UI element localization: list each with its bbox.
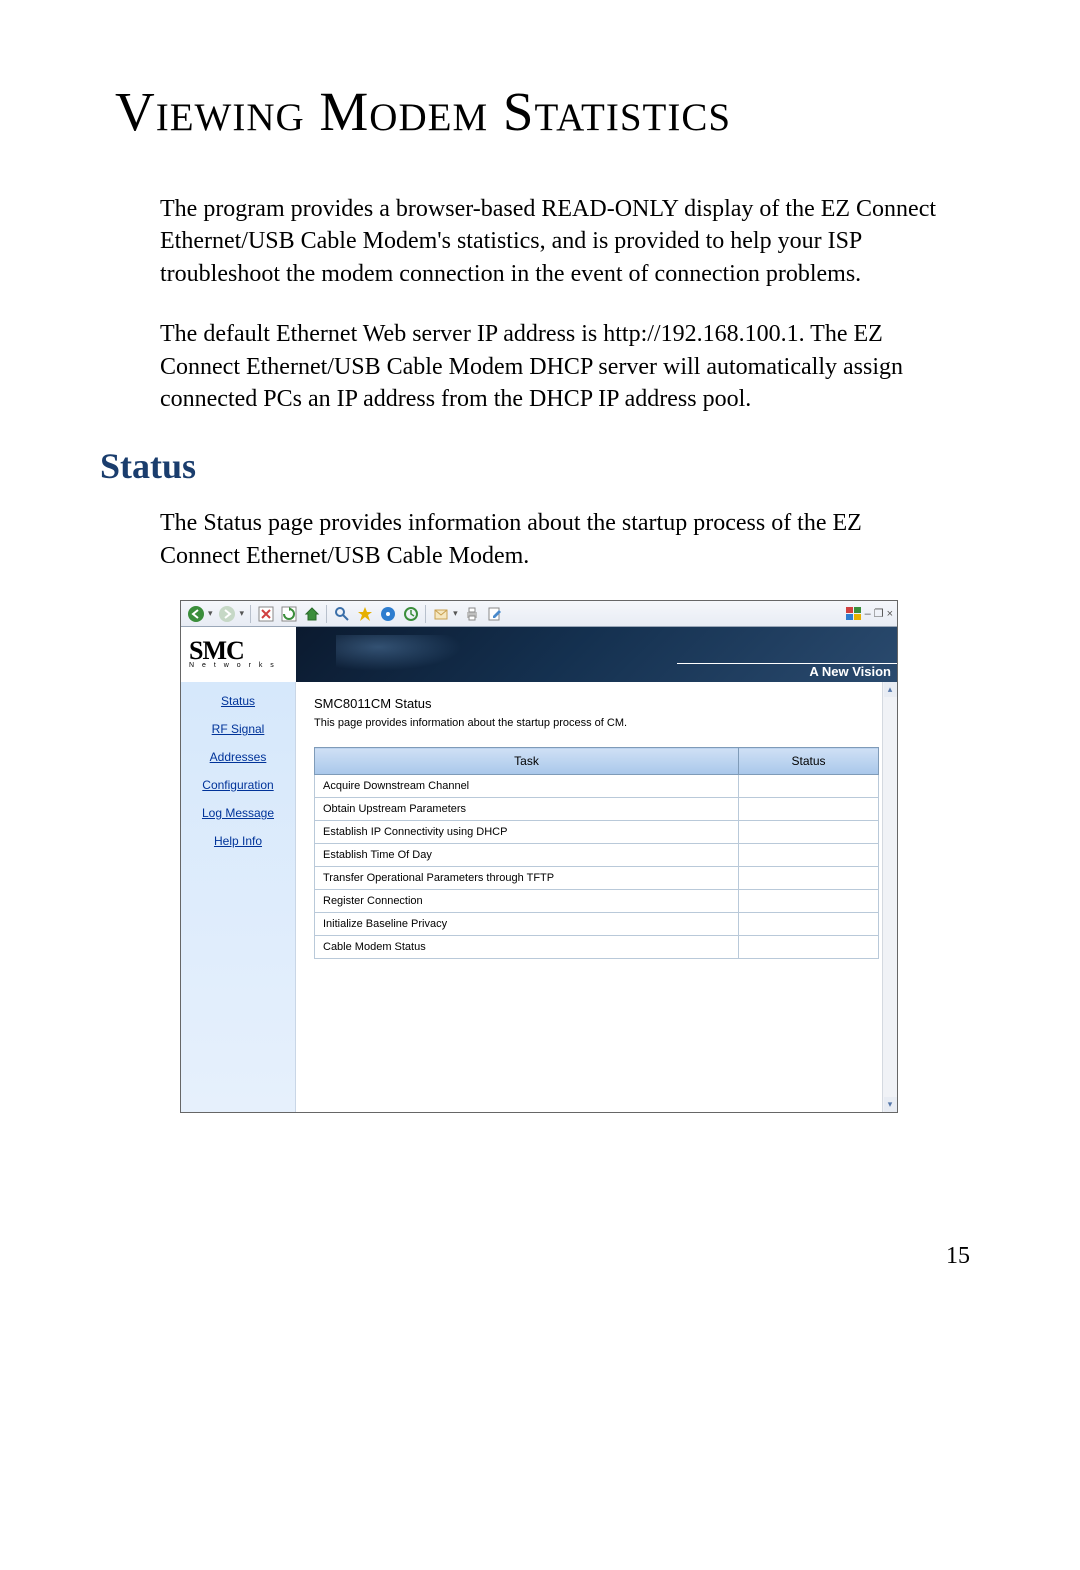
table-row: Establish Time Of Day: [315, 844, 879, 867]
print-icon[interactable]: [462, 603, 483, 624]
status-table: Task Status Acquire Downstream Channel O…: [314, 747, 879, 959]
media-icon[interactable]: [377, 603, 398, 624]
task-cell: Transfer Operational Parameters through …: [315, 867, 739, 890]
edit-icon[interactable]: [485, 603, 506, 624]
sidebar-item-status[interactable]: Status: [187, 694, 289, 708]
section-heading-status: Status: [100, 445, 980, 487]
forward-icon[interactable]: [217, 603, 238, 624]
home-icon[interactable]: [301, 603, 322, 624]
status-cell: [739, 913, 879, 936]
table-row: Obtain Upstream Parameters: [315, 798, 879, 821]
table-row: Acquire Downstream Channel: [315, 775, 879, 798]
task-cell: Acquire Downstream Channel: [315, 775, 739, 798]
column-header-status: Status: [739, 748, 879, 775]
sidebar-nav: Status RF Signal Addresses Configuration…: [181, 682, 296, 1112]
windows-flag-icon: [846, 607, 862, 621]
logo-text: SMC: [189, 641, 296, 662]
scroll-up-icon[interactable]: ▴: [884, 682, 897, 697]
body-paragraph: The default Ethernet Web server IP addre…: [160, 318, 940, 415]
page-header: SMC N e t w o r k s A New Vision: [181, 627, 897, 682]
toolbar-separator: [425, 605, 426, 623]
banner-tagline: A New Vision: [809, 664, 891, 679]
logo-subtext: N e t w o r k s: [189, 662, 296, 669]
toolbar-separator: [250, 605, 251, 623]
status-cell: [739, 890, 879, 913]
toolbar-separator: [326, 605, 327, 623]
table-row: Cable Modem Status: [315, 936, 879, 959]
body-paragraph: The Status page provides information abo…: [160, 507, 940, 572]
sidebar-item-help-info[interactable]: Help Info: [187, 834, 289, 848]
window-controls: – ❐ ×: [846, 607, 893, 621]
status-cell: [739, 798, 879, 821]
sidebar-item-log-message[interactable]: Log Message: [187, 806, 289, 820]
minimize-icon[interactable]: –: [865, 608, 871, 620]
sidebar-item-rf-signal[interactable]: RF Signal: [187, 722, 289, 736]
chapter-title: Viewing Modem Statistics: [115, 80, 980, 143]
forward-dropdown-icon[interactable]: ▾: [240, 608, 247, 619]
task-cell: Register Connection: [315, 890, 739, 913]
stop-icon[interactable]: [255, 603, 276, 624]
task-cell: Establish Time Of Day: [315, 844, 739, 867]
sidebar-item-configuration[interactable]: Configuration: [187, 778, 289, 792]
table-row: Establish IP Connectivity using DHCP: [315, 821, 879, 844]
status-cell: [739, 775, 879, 798]
scroll-down-icon[interactable]: ▾: [884, 1097, 897, 1112]
banner: A New Vision: [296, 627, 897, 682]
table-row: Initialize Baseline Privacy: [315, 913, 879, 936]
column-header-task: Task: [315, 748, 739, 775]
mail-dropdown-icon[interactable]: ▾: [453, 608, 460, 619]
mail-icon[interactable]: [430, 603, 451, 624]
pane-description: This page provides information about the…: [314, 717, 879, 729]
pane-title: SMC8011CM Status: [314, 696, 879, 711]
task-cell: Cable Modem Status: [315, 936, 739, 959]
main-pane: SMC8011CM Status This page provides info…: [296, 682, 897, 1112]
smc-logo: SMC N e t w o r k s: [181, 641, 296, 669]
task-cell: Establish IP Connectivity using DHCP: [315, 821, 739, 844]
content-row: Status RF Signal Addresses Configuration…: [181, 682, 897, 1112]
refresh-icon[interactable]: [278, 603, 299, 624]
history-icon[interactable]: [400, 603, 421, 624]
status-cell: [739, 867, 879, 890]
status-cell: [739, 936, 879, 959]
ie-toolbar: ▾ ▾: [181, 601, 897, 627]
task-cell: Initialize Baseline Privacy: [315, 913, 739, 936]
table-row: Transfer Operational Parameters through …: [315, 867, 879, 890]
body-paragraph: The program provides a browser-based REA…: [160, 193, 940, 290]
back-icon[interactable]: [185, 603, 206, 624]
page-number: 15: [946, 1243, 970, 1270]
maximize-icon[interactable]: ❐: [874, 607, 884, 620]
status-cell: [739, 844, 879, 867]
table-row: Register Connection: [315, 890, 879, 913]
back-dropdown-icon[interactable]: ▾: [208, 608, 215, 619]
favorites-icon[interactable]: [354, 603, 375, 624]
task-cell: Obtain Upstream Parameters: [315, 798, 739, 821]
scrollbar[interactable]: ▴ ▾: [882, 682, 897, 1112]
close-icon[interactable]: ×: [887, 608, 893, 620]
search-icon[interactable]: [331, 603, 352, 624]
browser-screenshot: ▾ ▾: [180, 600, 898, 1113]
sidebar-item-addresses[interactable]: Addresses: [187, 750, 289, 764]
status-cell: [739, 821, 879, 844]
